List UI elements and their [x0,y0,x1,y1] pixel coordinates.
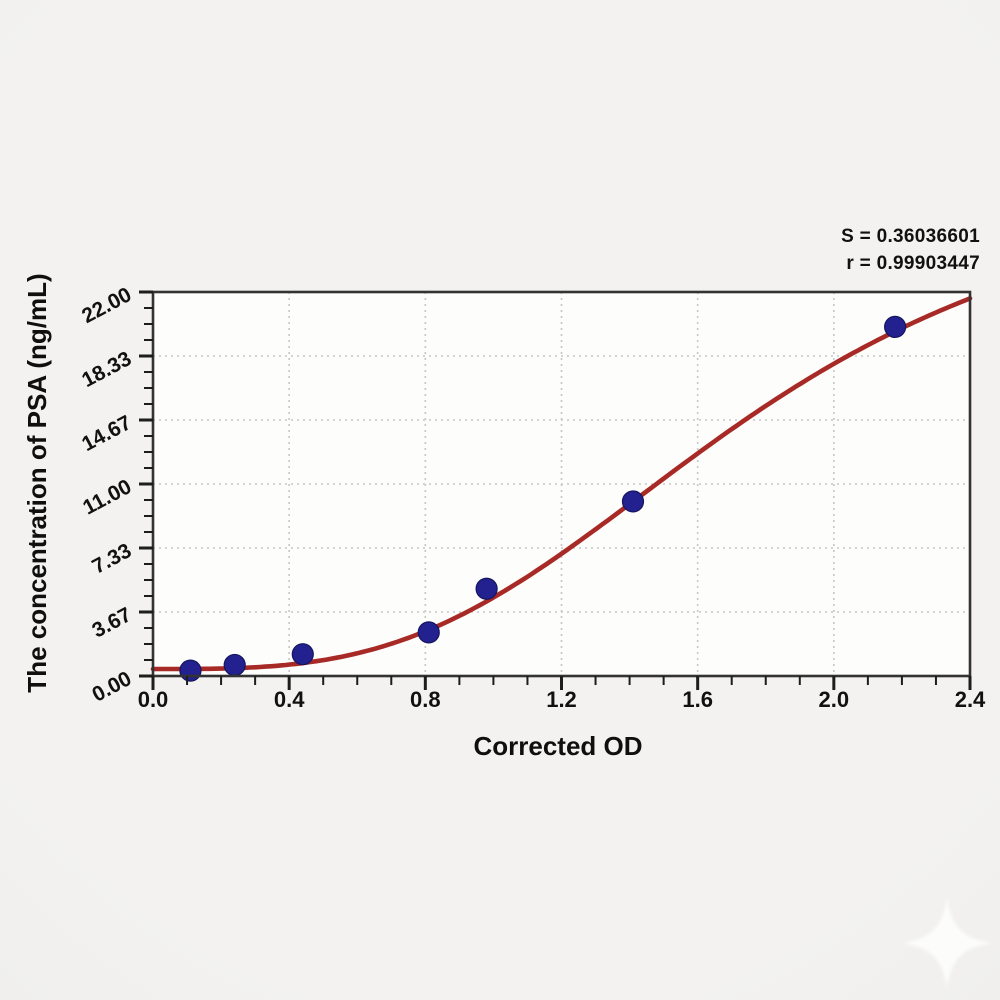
data-point [291,643,314,666]
x-axis-title: Corrected OD [473,731,643,761]
y-tick-label: 22.00 [78,283,135,328]
y-tick-label: 14.67 [78,411,135,456]
fitted-curve [150,296,973,672]
data-point [417,621,440,644]
fit-statistic-s: S = 0.36036601 [841,226,980,247]
fit-statistic-r: r = 0.99903447 [846,253,980,274]
y-tick-label: 7.33 [88,539,135,578]
y-tick-label: 0.00 [88,667,135,706]
sparkle-watermark [897,893,997,993]
x-tick-label: 1.6 [682,687,713,712]
data-point [179,659,202,682]
x-tick-label: 0.0 [138,687,169,712]
y-tick-label: 18.33 [78,347,135,392]
data-point [884,315,907,339]
y-axis-title: The concentration of PSA (ng/mL) [22,273,52,693]
x-tick-label: 2.4 [955,687,986,712]
y-tick-label: 3.67 [88,603,135,642]
y-tick-label: 11.00 [79,475,135,519]
x-tick-label: 2.0 [819,687,850,712]
x-tick-label: 0.8 [410,687,441,712]
sparkle-icon [901,897,993,989]
x-tick-label: 1.2 [546,687,577,712]
data-point [223,653,246,677]
data-point [475,577,498,600]
x-tick-label: 0.4 [274,687,305,712]
fit-statistics: S = 0.36036601 r = 0.99903447 [841,223,980,277]
data-point [621,490,645,513]
